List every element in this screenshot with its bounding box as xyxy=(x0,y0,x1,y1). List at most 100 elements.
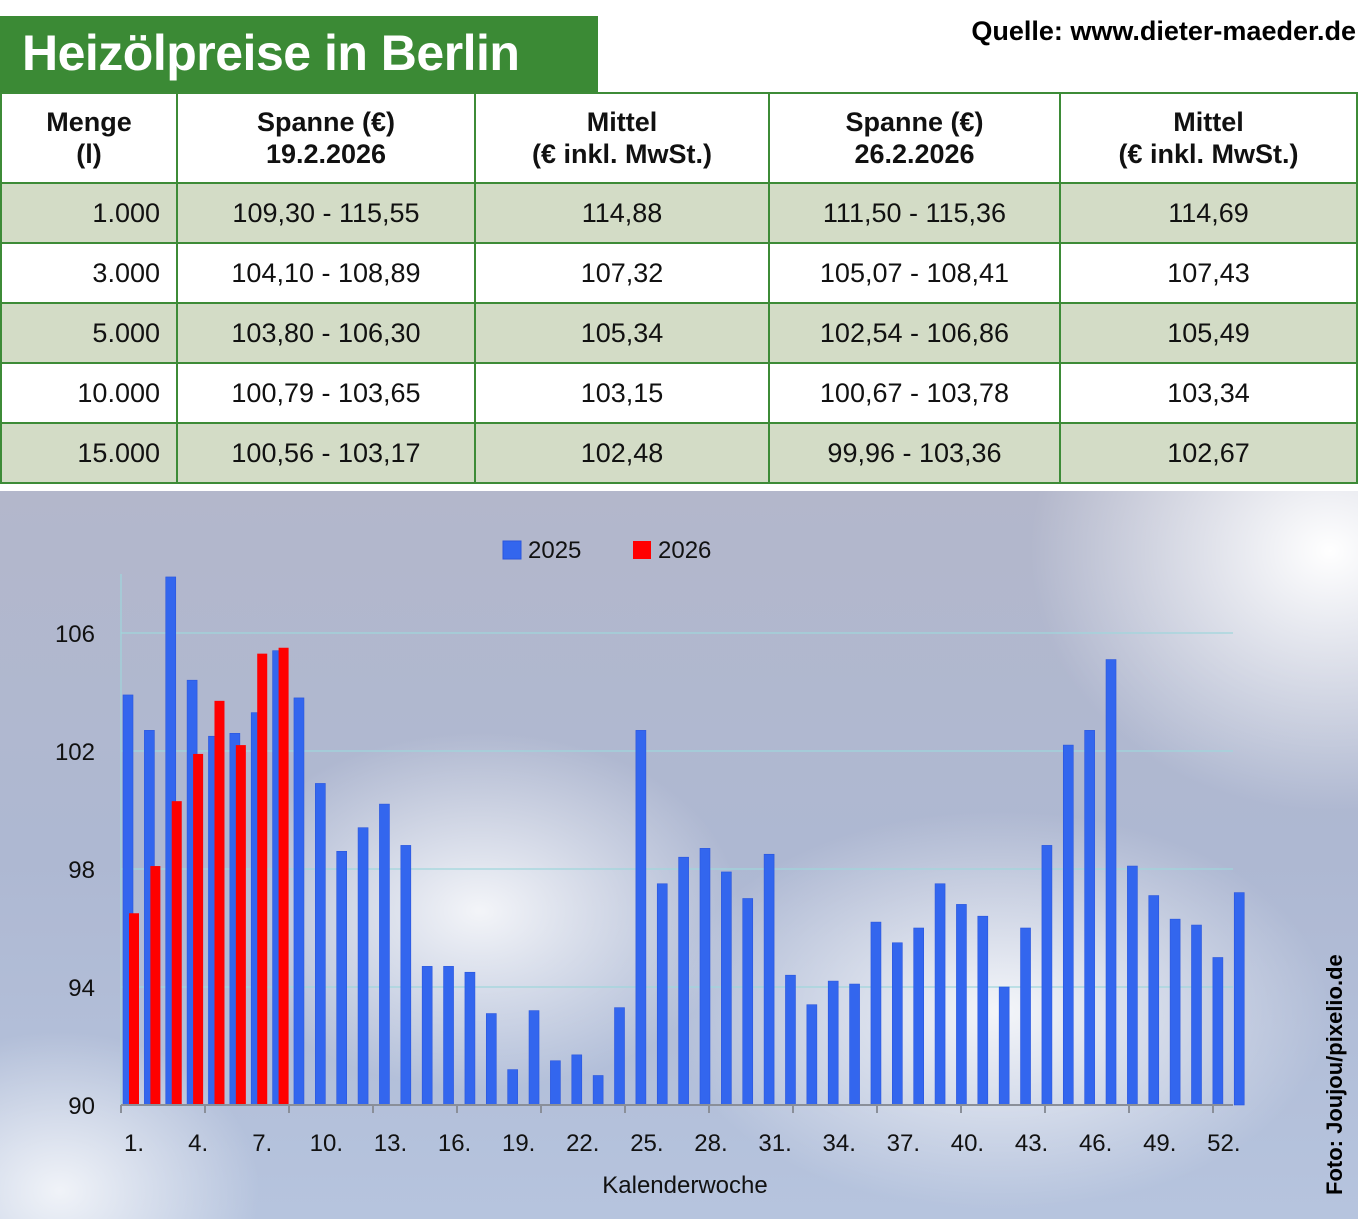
x-tick-label: 19. xyxy=(502,1130,535,1157)
x-tick-label: 13. xyxy=(374,1130,407,1157)
bar-2026-week-4 xyxy=(193,753,204,1105)
bar-2025-week-21 xyxy=(550,1060,561,1106)
y-tick-label: 106 xyxy=(55,621,95,648)
table-cell: 107,43 xyxy=(1059,242,1358,304)
table-cell: 100,79 - 103,65 xyxy=(176,362,476,424)
bar-2026-week-7 xyxy=(257,653,268,1105)
table-cell: 102,67 xyxy=(1059,422,1358,484)
cell-menge: 10.000 xyxy=(0,362,178,424)
cell-menge: 15.000 xyxy=(0,422,178,484)
x-tick-label: 1. xyxy=(124,1130,144,1157)
table-cell: 105,07 - 108,41 xyxy=(768,242,1061,304)
bar-2026-week-2 xyxy=(150,866,161,1105)
x-tick-label: 4. xyxy=(188,1130,208,1157)
bar-2025-week-45 xyxy=(1062,744,1074,1106)
x-axis-title: Kalenderwoche xyxy=(602,1172,767,1199)
bar-2026-week-8 xyxy=(278,647,289,1105)
col-header-mittel-1: Mittel (€ inkl. MwSt.) xyxy=(474,92,770,184)
bar-2025-week-25 xyxy=(635,730,647,1106)
bar-2025-week-53 xyxy=(1233,892,1245,1106)
bar-2025-week-20 xyxy=(528,1010,540,1106)
bar-2025-week-19 xyxy=(507,1069,518,1106)
bar-2025-week-31 xyxy=(763,853,775,1106)
x-tick-label: 10. xyxy=(310,1130,343,1157)
header-line: Spanne (€) xyxy=(256,107,396,137)
source-label: Quelle: www.dieter-maeder.de xyxy=(971,16,1356,46)
col-header-mittel-2: Mittel (€ inkl. MwSt.) xyxy=(1059,92,1358,184)
bar-2025-week-10 xyxy=(315,783,326,1106)
header-line: (l) xyxy=(76,139,102,169)
bar-2025-week-51 xyxy=(1191,924,1202,1106)
header-line: (€ inkl. MwSt.) xyxy=(1118,139,1299,169)
x-tick-label: 49. xyxy=(1143,1130,1176,1157)
legend-label-2026: 2026 xyxy=(658,537,711,564)
bar-2025-week-13 xyxy=(379,803,390,1106)
bar-2025-week-28 xyxy=(699,848,711,1106)
x-tick-label: 22. xyxy=(566,1130,599,1157)
page-title: Heizölpreise in Berlin xyxy=(0,16,598,92)
table-cell: 111,50 - 115,36 xyxy=(768,182,1061,244)
y-tick-label: 102 xyxy=(55,739,95,766)
bar-2025-week-33 xyxy=(806,1004,818,1106)
header-line: Mittel xyxy=(1173,107,1244,137)
bar-2025-week-29 xyxy=(721,871,732,1106)
table-cell: 114,69 xyxy=(1059,182,1358,244)
x-tick-label: 52. xyxy=(1207,1130,1240,1157)
bar-2025-week-40 xyxy=(956,904,967,1106)
bar-2025-week-24 xyxy=(614,1007,625,1106)
legend-swatch-2025 xyxy=(502,540,522,560)
bar-2025-week-35 xyxy=(849,983,860,1106)
table-cell: 103,80 - 106,30 xyxy=(176,302,476,364)
bar-2025-week-12 xyxy=(357,827,369,1106)
chart-area: 90 94 98 102 106 1. 4. 7. 10. 13. 16. 19. 22. 25. 28. 3… xyxy=(0,491,1358,1219)
table-cell: 104,10 - 108,89 xyxy=(176,242,476,304)
x-tick-label: 16. xyxy=(438,1130,471,1157)
table-row: 5.000 103,80 - 106,30 105,34 102,54 - 106,8… xyxy=(0,302,1358,364)
legend-swatch-2026 xyxy=(633,541,651,559)
table-row: 10.000 100,79 - 103,65 103,15 100,67 - 103,… xyxy=(0,362,1358,424)
cell-menge: 1.000 xyxy=(0,182,178,244)
header-line: Spanne (€) xyxy=(845,107,984,137)
y-tick-label: 98 xyxy=(68,857,95,884)
legend-label-2025: 2025 xyxy=(528,537,581,564)
table-row: 15.000 100,56 - 103,17 102,48 99,96 - 103,3… xyxy=(0,422,1358,484)
bar-2025-week-26 xyxy=(656,883,668,1106)
header-line: Mittel xyxy=(586,107,658,137)
bar-chart: 90 94 98 102 106 1. 4. 7. 10. 13. 16. 19. 22. 25. 28. 3… xyxy=(55,537,1245,1199)
table-cell: 105,49 xyxy=(1059,302,1358,364)
table-cell: 100,67 - 103,78 xyxy=(768,362,1061,424)
bar-2025-week-9 xyxy=(293,697,305,1106)
bar-2025-week-34 xyxy=(827,980,839,1106)
table-row: 3.000 104,10 - 108,89 107,32 105,07 - 108,4… xyxy=(0,242,1358,304)
x-tick-label: 43. xyxy=(1015,1130,1048,1157)
bar-2025-week-16 xyxy=(443,966,454,1106)
table-cell: 114,88 xyxy=(474,182,770,244)
bar-2025-week-36 xyxy=(870,921,882,1106)
bar-2026-week-3 xyxy=(171,801,182,1105)
x-tick-label: 28. xyxy=(694,1130,727,1157)
bar-2026-week-1 xyxy=(129,913,139,1105)
bar-2025-week-48 xyxy=(1127,865,1138,1106)
cell-menge: 5.000 xyxy=(0,302,178,364)
bar-2025-week-47 xyxy=(1105,659,1117,1106)
bar-2025-week-52 xyxy=(1212,957,1224,1106)
table-cell: 102,48 xyxy=(474,422,770,484)
bar-2025-week-50 xyxy=(1169,918,1181,1106)
table-header-row: Menge (l) Spanne (€) 19.2.2026 Mittel (€ in… xyxy=(0,92,1358,184)
table-cell: 103,34 xyxy=(1059,362,1358,424)
bar-2025-week-43 xyxy=(1020,927,1031,1106)
bar-2025-week-32 xyxy=(785,974,796,1106)
x-tick-label: 34. xyxy=(823,1130,856,1157)
y-tick-label: 90 xyxy=(68,1093,95,1120)
table-cell: 105,34 xyxy=(474,302,770,364)
col-header-spanne-1: Spanne (€) 19.2.2026 xyxy=(176,92,476,184)
bar-2025-week-38 xyxy=(913,927,924,1106)
header-line: 19.2.2026 xyxy=(265,139,387,169)
price-table: Menge (l) Spanne (€) 19.2.2026 Mittel (€ in… xyxy=(0,92,1358,484)
x-tick-label: 40. xyxy=(951,1130,984,1157)
bar-2025-week-27 xyxy=(678,856,689,1106)
x-tick-label: 31. xyxy=(758,1130,791,1157)
table-cell: 102,54 - 106,86 xyxy=(768,302,1061,364)
bar-2025-week-30 xyxy=(742,898,754,1106)
col-header-spanne-2: Spanne (€) 26.2.2026 xyxy=(768,92,1061,184)
